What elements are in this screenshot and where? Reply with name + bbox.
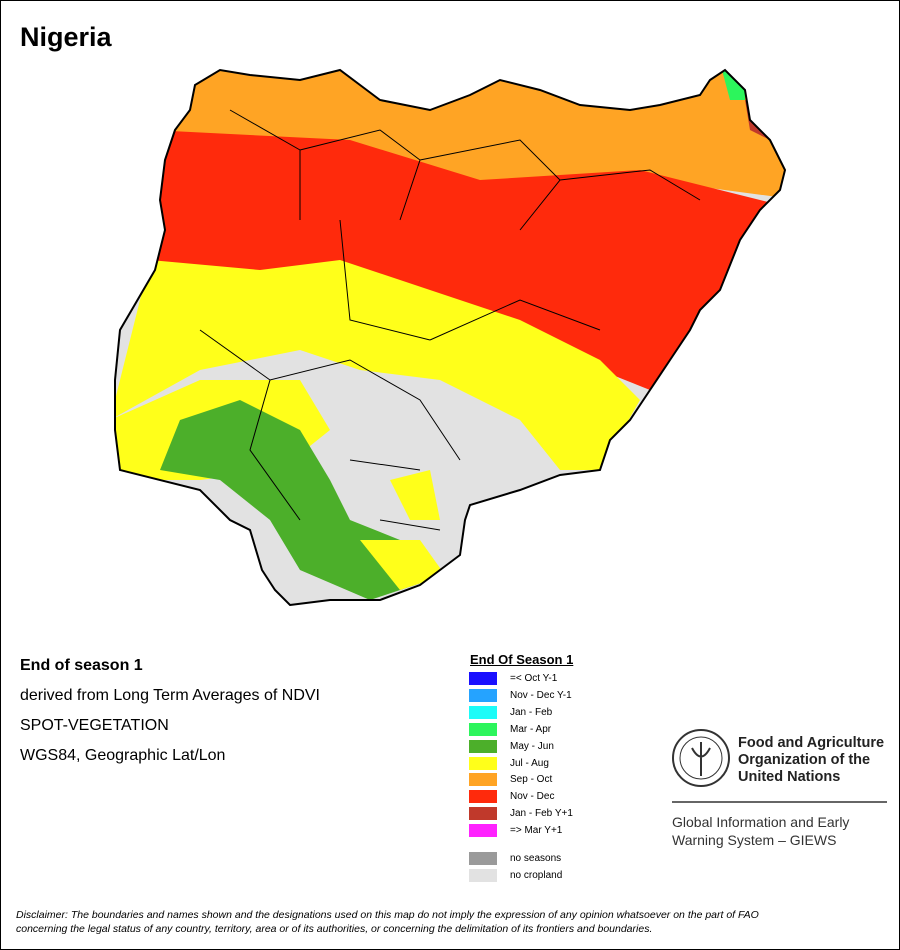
admin-boundaries <box>199 109 701 531</box>
legend-swatch <box>469 688 497 702</box>
legend-label: no seasons <box>510 853 562 864</box>
legend-swatch <box>469 705 497 719</box>
legend-swatch <box>469 790 497 804</box>
legend-label: Nov - Dec <box>510 791 555 803</box>
map-zone <box>360 540 445 590</box>
map-fill <box>115 70 785 605</box>
legend-label: =< Oct Y-1 <box>510 673 558 684</box>
map-title: Nigeria <box>20 22 112 52</box>
org-unit: Warning System – GIEWS <box>672 832 837 848</box>
org-name: Food and Agriculture <box>738 735 885 751</box>
info-line: derived from Long Term Averages of NDVI <box>20 687 320 704</box>
org-name: Organization of the <box>738 752 871 768</box>
legend-title: End Of Season 1 <box>470 652 574 667</box>
org-unit: Global Information and Early <box>672 814 850 830</box>
legend-swatch <box>469 739 497 753</box>
legend-label: Jan - Feb Y+1 <box>510 808 573 820</box>
legend-swatch <box>469 824 497 838</box>
legend-label: => Mar Y+1 <box>510 825 563 837</box>
map-zone <box>150 130 785 390</box>
fao-logo <box>672 729 730 787</box>
legend-swatch <box>469 672 497 685</box>
info-line: End of season 1 <box>20 657 143 674</box>
map-zone <box>390 470 440 520</box>
disclaimer: Disclaimer: The boundaries and names sho… <box>16 909 759 921</box>
legend-label: no cropland <box>510 870 563 881</box>
legend-swatch <box>469 807 497 821</box>
legend-swatch <box>469 722 497 736</box>
legend-label: Nov - Dec Y-1 <box>510 689 572 701</box>
legend-label: Jan - Feb <box>510 706 553 718</box>
legend-label: Mar - Apr <box>510 723 552 735</box>
legend-swatch <box>469 756 497 770</box>
legend-swatch <box>469 869 497 882</box>
legend-swatch <box>469 773 497 787</box>
legend-label: Jul - Aug <box>510 757 549 769</box>
disclaimer: concerning the legal status of any count… <box>16 923 653 935</box>
org-name: United Nations <box>738 769 841 785</box>
legend-swatch <box>469 852 497 865</box>
map-zone <box>160 400 430 600</box>
info-line: SPOT-VEGETATION <box>20 717 169 734</box>
legend-label: May - Jun <box>510 740 554 752</box>
map-zone <box>115 260 640 470</box>
info-line: WGS84, Geographic Lat/Lon <box>20 747 226 764</box>
legend-label: Sep - Oct <box>510 774 553 786</box>
